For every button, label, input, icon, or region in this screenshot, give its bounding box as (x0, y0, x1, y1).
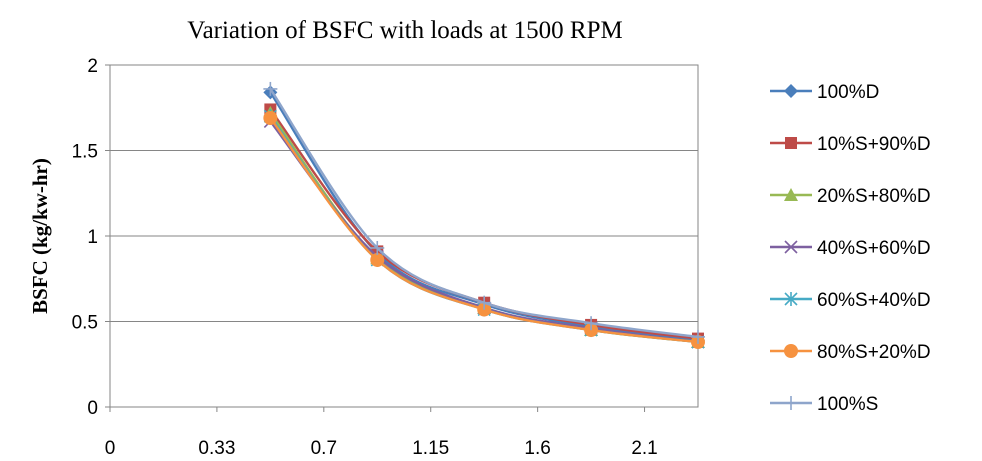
series-line (269, 91, 699, 342)
data-point (370, 240, 385, 255)
legend-marker (784, 84, 798, 98)
x-tick-label: 0.7 (311, 438, 337, 459)
legend-item-2: 20%S+80%D (770, 186, 931, 207)
y-axis-label: BSFC (kg/kw-hr) (28, 158, 52, 314)
legend-label: 10%S+90%D (817, 134, 931, 155)
data-point (584, 316, 599, 331)
x-tick-label: 1.15 (412, 438, 449, 459)
legend-label: 80%S+20%D (817, 342, 931, 363)
y-tick-label: 2 (87, 56, 98, 77)
y-tick-label: 1 (87, 227, 98, 248)
x-tick-label: 2.1 (631, 438, 657, 459)
legend-marker (784, 188, 798, 201)
series-6 (263, 81, 705, 344)
x-tick-label: 0.33 (198, 438, 235, 459)
series-line (269, 117, 699, 344)
chart-title: Variation of BSFC with loads at 1500 RPM (187, 17, 622, 44)
series-line (269, 88, 699, 339)
legend-marker (784, 292, 798, 306)
legend-label: 100%D (817, 82, 879, 103)
legend-label: 60%S+40%D (817, 290, 931, 311)
data-point (477, 295, 492, 310)
legend-marker (784, 396, 798, 410)
legend-marker (784, 344, 798, 358)
x-tick-label: 0 (105, 438, 116, 459)
legend-item-1: 10%S+90%D (770, 134, 931, 155)
legend-item-3: 40%S+60%D (770, 238, 931, 259)
legend-item-6: 100%S (770, 394, 878, 415)
y-tick-label: 0.5 (72, 313, 98, 334)
legend-item-5: 80%S+20%D (770, 342, 931, 363)
legend-label: 20%S+80%D (817, 186, 931, 207)
legend-item-4: 60%S+40%D (770, 290, 931, 311)
legend-marker (784, 240, 798, 254)
data-point (691, 329, 705, 344)
legend-marker (785, 137, 797, 149)
legend-item-0: 100%D (770, 82, 879, 103)
data-point (263, 81, 278, 96)
legend-label: 100%S (817, 394, 878, 415)
y-tick-label: 0 (87, 398, 98, 419)
legend-marker-b (784, 240, 798, 254)
data-point (263, 111, 278, 126)
y-tick-label: 1.5 (72, 142, 98, 163)
data-point (370, 252, 385, 267)
x-tick-label: 1.6 (524, 438, 550, 459)
legend-label: 40%S+60%D (817, 238, 931, 259)
